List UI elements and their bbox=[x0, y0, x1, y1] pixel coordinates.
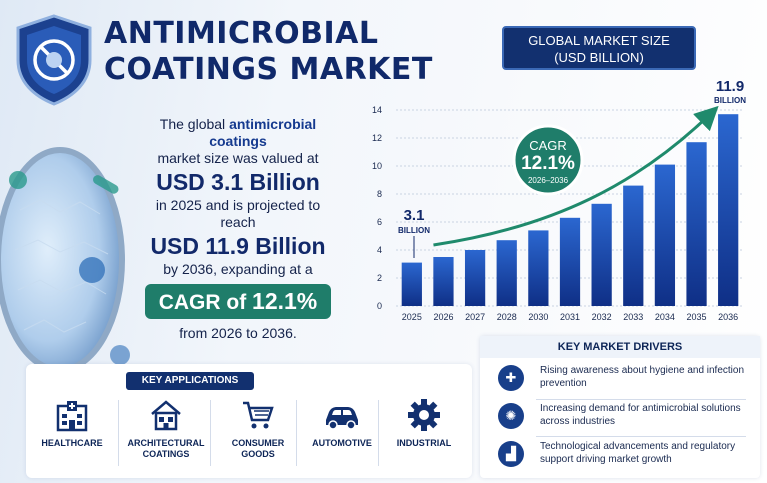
bar-2032 bbox=[591, 203, 612, 306]
x-tick-label: 2025 bbox=[402, 312, 422, 322]
desc-text-1a: The global bbox=[159, 116, 230, 132]
y-tick-label: 14 bbox=[372, 105, 382, 115]
cagr-circle-period: 2026–2036 bbox=[528, 176, 569, 185]
application-consumer-goods: CONSUMER GOODS bbox=[214, 398, 302, 474]
application-label: CONSUMER GOODS bbox=[231, 438, 285, 459]
market-size-badge: GLOBAL MARKET SIZE (USD BILLION) bbox=[502, 26, 696, 70]
hospital-icon bbox=[56, 401, 88, 432]
divider bbox=[296, 400, 297, 466]
divider bbox=[536, 436, 746, 437]
shield-no-microbe-icon bbox=[16, 14, 92, 106]
bar-2035 bbox=[686, 142, 707, 306]
bar-2028 bbox=[496, 240, 517, 306]
application-label: INDUSTRIAL bbox=[396, 438, 452, 448]
cart-icon bbox=[243, 401, 274, 429]
x-tick-label: 2026 bbox=[433, 312, 453, 322]
desc-highlight: antimicrobial coatings bbox=[209, 116, 317, 149]
x-tick-label: 2030 bbox=[528, 312, 548, 322]
divider bbox=[536, 399, 746, 400]
car-icon bbox=[326, 407, 358, 430]
application-architectural: ARCHITECTURAL COATINGS bbox=[122, 398, 210, 474]
y-tick-label: 0 bbox=[377, 301, 382, 311]
shield-plus-icon: ✚ bbox=[498, 365, 524, 391]
start-value-label: 3.1 bbox=[404, 207, 425, 224]
cagr-circle-value: 12.1% bbox=[521, 153, 575, 174]
y-tick-label: 8 bbox=[377, 189, 382, 199]
x-tick-label: 2028 bbox=[497, 312, 517, 322]
y-tick-label: 12 bbox=[372, 133, 382, 143]
bar-2026 bbox=[433, 257, 454, 306]
divider bbox=[118, 400, 119, 466]
value-2036: USD 11.9 Billion bbox=[150, 233, 326, 259]
market-description: The global antimicrobial coatings market… bbox=[138, 116, 338, 342]
start-unit-label: BILLION bbox=[398, 226, 430, 235]
desc-text-4: from 2026 to 2036. bbox=[179, 325, 297, 341]
house-icon bbox=[151, 400, 181, 431]
application-healthcare: HEALTHCARE bbox=[28, 398, 116, 474]
driver-text: Increasing demand for antimicrobial solu… bbox=[540, 403, 741, 427]
cagr-pill: CAGR of 12.1% bbox=[144, 284, 332, 319]
market-size-chart: 0 2 4 6 8 10 12 14 2025 2026 2027 2028 2030 2031 2032… bbox=[372, 80, 746, 322]
end-value-label: 11.9 bbox=[716, 80, 744, 95]
page-title: ANTIMICROBIAL COATINGS MARKET bbox=[104, 16, 434, 88]
bar-2031 bbox=[559, 217, 581, 306]
application-label: AUTOMOTIVE bbox=[312, 438, 372, 448]
driver-item: ✺ Increasing demand for antimicrobial so… bbox=[490, 400, 752, 434]
glass-shield-illustration bbox=[0, 147, 130, 373]
divider bbox=[210, 400, 211, 466]
desc-text-3: by 2036, expanding at a bbox=[163, 261, 313, 277]
x-tick-label: 2033 bbox=[623, 312, 643, 322]
x-tick-label: 2035 bbox=[687, 312, 707, 322]
driver-text: Technological advancements and regulator… bbox=[540, 441, 736, 465]
desc-text-2: in 2025 and is projected to reach bbox=[155, 197, 321, 230]
bar-2033 bbox=[623, 185, 644, 306]
application-industrial: INDUSTRIAL bbox=[380, 398, 468, 474]
bar-2025 bbox=[401, 262, 422, 306]
driver-item: ✚ Rising awareness about hygiene and inf… bbox=[490, 362, 752, 396]
title-line-1: ANTIMICROBIAL bbox=[104, 16, 379, 51]
end-unit-label: BILLION bbox=[714, 96, 746, 105]
driver-text: Rising awareness about hygiene and infec… bbox=[540, 365, 745, 389]
x-tick-label: 2031 bbox=[560, 312, 580, 322]
bar-2034 bbox=[654, 164, 676, 306]
cagr-circle-title: CAGR bbox=[529, 138, 567, 153]
key-applications-panel: KEY APPLICATIONS HEALTHCARE ARCHITECTURA… bbox=[26, 364, 472, 478]
desc-text-1b: market size was valued at bbox=[157, 150, 319, 166]
value-2025: USD 3.1 Billion bbox=[156, 169, 320, 195]
application-automotive: AUTOMOTIVE bbox=[298, 398, 386, 474]
bar-2030 bbox=[528, 230, 549, 306]
y-tick-label: 6 bbox=[377, 217, 382, 227]
divider bbox=[378, 400, 379, 466]
y-tick-label: 4 bbox=[377, 245, 382, 255]
gear-icon bbox=[408, 399, 440, 431]
title-line-2: COATINGS MARKET bbox=[104, 52, 433, 87]
x-tick-label: 2036 bbox=[718, 312, 738, 322]
cagr-circle: CAGR 12.1% 2026–2036 bbox=[512, 124, 584, 196]
cagr-pill-value: 12.1% bbox=[252, 288, 318, 314]
bar-2027 bbox=[464, 250, 486, 306]
microbe-icon: ✺ bbox=[498, 403, 524, 429]
driver-item: ▟ Technological advancements and regulat… bbox=[490, 438, 752, 472]
x-tick-label: 2034 bbox=[655, 312, 675, 322]
application-label: HEALTHCARE bbox=[41, 438, 103, 448]
desc-text-1: The global antimicrobial coatings bbox=[138, 116, 338, 150]
market-badge-line1: GLOBAL MARKET SIZE bbox=[528, 33, 670, 48]
x-tick-label: 2032 bbox=[592, 312, 612, 322]
application-label: ARCHITECTURAL COATINGS bbox=[127, 438, 205, 459]
x-tick-label: 2027 bbox=[465, 312, 485, 322]
cagr-pill-label: CAGR of bbox=[158, 291, 253, 314]
y-tick-label: 10 bbox=[372, 161, 382, 171]
market-badge-line2: (USD BILLION) bbox=[554, 50, 644, 65]
applications-title: KEY APPLICATIONS bbox=[126, 372, 254, 390]
y-tick-label: 2 bbox=[377, 273, 382, 283]
bar-2036 bbox=[718, 114, 739, 306]
key-market-drivers-panel: KEY MARKET DRIVERS ✚ Rising awareness ab… bbox=[480, 336, 760, 478]
drivers-title: KEY MARKET DRIVERS bbox=[480, 336, 760, 358]
growth-chart-icon: ▟ bbox=[498, 441, 524, 467]
growth-arrow bbox=[433, 105, 719, 247]
